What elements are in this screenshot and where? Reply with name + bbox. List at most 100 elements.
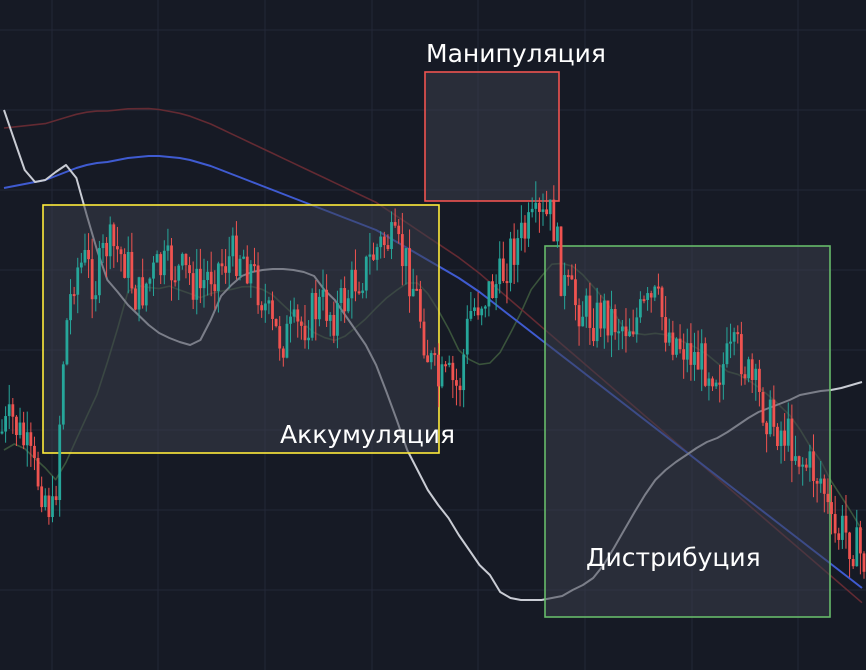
candle <box>437 343 440 408</box>
candle-body <box>418 289 422 322</box>
candle-body <box>509 238 512 283</box>
candle <box>563 262 567 310</box>
candle <box>747 356 750 383</box>
candle <box>332 301 336 344</box>
candle <box>155 250 159 263</box>
candle <box>116 226 119 263</box>
candle <box>400 212 404 286</box>
candle-body <box>682 349 686 360</box>
candle-body <box>819 478 823 484</box>
candle-body <box>220 263 224 267</box>
candle-body <box>732 332 736 342</box>
candle-body <box>256 265 260 306</box>
candle <box>79 252 83 274</box>
candle-body <box>754 368 758 380</box>
candle-body <box>606 300 610 336</box>
candle <box>271 291 274 331</box>
candle-body <box>72 294 76 297</box>
candle-body <box>519 222 523 239</box>
candle <box>372 242 375 262</box>
candle-body <box>451 362 455 381</box>
candle <box>126 236 130 294</box>
candle <box>635 307 639 343</box>
candle-body <box>487 281 491 307</box>
candle-body <box>498 258 502 285</box>
candle-body <box>328 314 332 321</box>
candle <box>862 551 866 579</box>
candle-body <box>837 533 841 540</box>
candle-body <box>307 337 310 341</box>
candle-body <box>646 293 649 300</box>
candle <box>844 495 848 549</box>
candle-body <box>379 236 383 248</box>
candle-body <box>271 300 274 319</box>
candle <box>725 327 729 368</box>
candle-body <box>689 343 693 365</box>
candle <box>433 347 437 366</box>
candle <box>260 301 264 318</box>
candle-body <box>336 302 339 336</box>
candle <box>664 296 668 352</box>
candle <box>758 359 761 407</box>
candle <box>397 218 401 244</box>
candle <box>166 228 170 261</box>
candle-body <box>382 236 386 246</box>
candle <box>761 387 765 426</box>
candle-body <box>768 399 772 435</box>
candle-body <box>794 456 797 461</box>
candle-body <box>206 271 209 281</box>
candle <box>523 215 527 253</box>
candle-body <box>116 246 119 250</box>
candle-body <box>422 321 426 356</box>
candle <box>361 283 365 299</box>
candle-body <box>144 283 148 306</box>
candle-body <box>671 332 675 355</box>
candle <box>653 285 657 302</box>
candle-body <box>833 514 837 534</box>
candle-body <box>249 264 253 284</box>
candle-body <box>592 327 595 342</box>
candle <box>469 291 473 322</box>
candle-body <box>638 299 642 318</box>
candle <box>840 505 844 549</box>
candle <box>592 308 595 347</box>
candle-body <box>537 202 541 212</box>
candle-body <box>209 271 213 285</box>
candle-body <box>339 288 343 303</box>
candle <box>429 350 433 370</box>
candle <box>462 348 466 408</box>
candle-body <box>58 424 62 501</box>
candle <box>274 318 278 328</box>
candle-body <box>177 265 181 281</box>
candle-body <box>548 199 552 215</box>
candle-body <box>404 248 408 267</box>
candle-body <box>696 352 700 370</box>
candle <box>137 276 141 322</box>
candle-body <box>4 416 8 432</box>
candle-body <box>653 286 657 298</box>
candle <box>552 185 556 242</box>
candle-body <box>33 445 36 458</box>
candle <box>191 261 195 310</box>
candle-body <box>851 559 855 567</box>
candle <box>112 222 116 268</box>
candle <box>303 305 307 349</box>
candle <box>660 285 664 331</box>
candle-body <box>126 251 130 278</box>
candle-body <box>660 287 664 318</box>
candle-body <box>195 268 199 300</box>
candle-body <box>664 317 668 343</box>
candle-body <box>848 532 851 560</box>
candle <box>65 318 69 366</box>
candle-body <box>440 364 444 387</box>
candle-body <box>739 334 743 375</box>
candle-body <box>581 316 585 327</box>
candle <box>530 197 534 218</box>
candle <box>173 266 177 287</box>
candle-body <box>274 318 278 327</box>
candle-body <box>40 486 44 508</box>
candle-body <box>494 284 498 299</box>
zone-accumulation-label: Аккумуляция <box>280 420 455 449</box>
candle <box>588 282 592 345</box>
candle-body <box>718 382 722 385</box>
